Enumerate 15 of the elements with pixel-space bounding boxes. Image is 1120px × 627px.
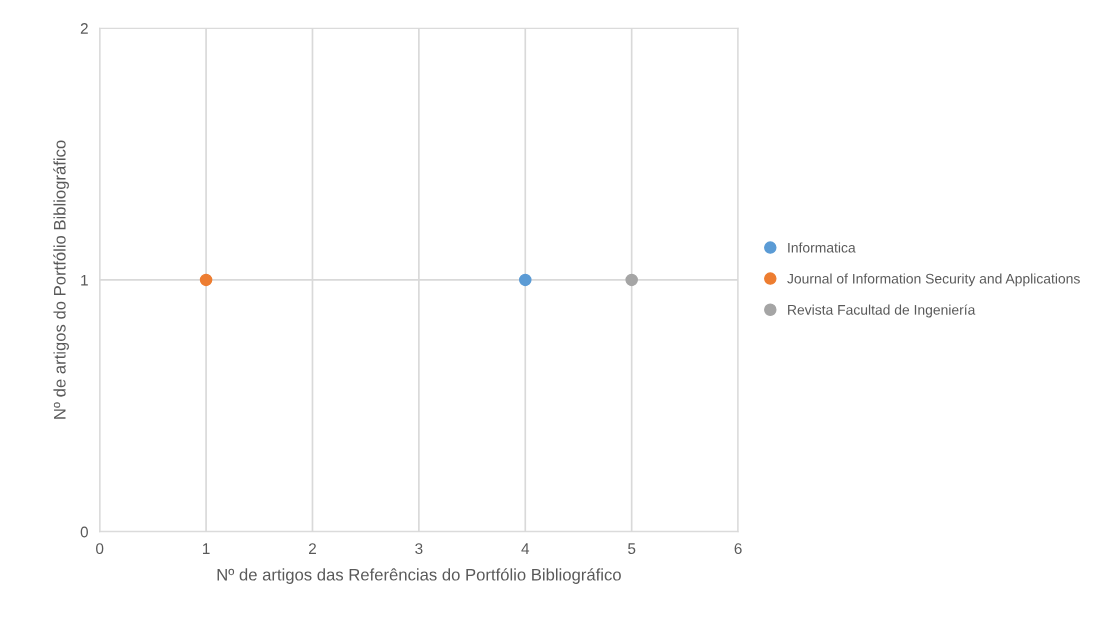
legend-label: Journal of Information Security and Applications: [787, 273, 1080, 287]
legend-label: Revista Facultad de Ingeniería: [788, 304, 976, 318]
x-tick-label: 6: [734, 543, 742, 555]
y-tick-label: 2: [80, 23, 88, 34]
y-tick-label: 0: [80, 526, 88, 538]
x-axis-title: Nº de artigos das Referências do Portfólio Bibliográfico: [217, 568, 621, 584]
x-tick-label: 3: [415, 543, 423, 555]
x-tick-label: 0: [96, 543, 104, 555]
legend-label: Informatica: [788, 242, 856, 253]
x-tick-label: 4: [521, 543, 530, 554]
x-tick-label: 2: [309, 543, 316, 554]
y-axis-title: Nº de artigos do Portfólio Bibliográfico: [53, 140, 69, 419]
y-tick-label: 1: [81, 274, 88, 286]
x-tick-label: 1: [203, 543, 210, 554]
x-tick-label: 5: [628, 543, 636, 555]
